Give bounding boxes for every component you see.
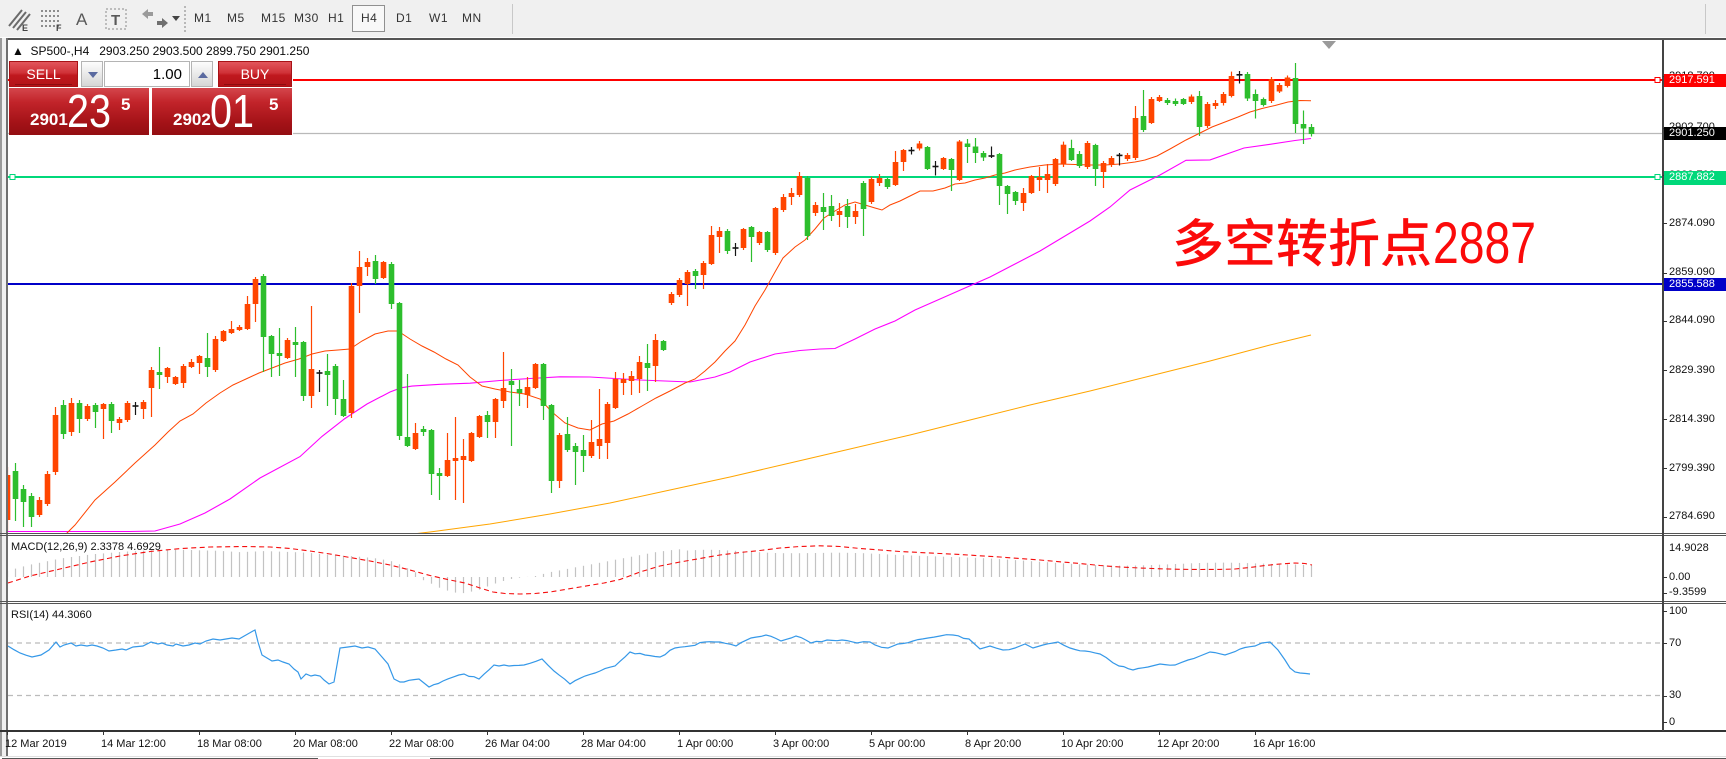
- svg-text:2887: 2887: [1433, 211, 1536, 276]
- svg-text:E: E: [22, 23, 28, 33]
- svg-text:A: A: [76, 10, 88, 29]
- svg-text:F: F: [56, 23, 62, 33]
- svg-text:T: T: [111, 12, 120, 29]
